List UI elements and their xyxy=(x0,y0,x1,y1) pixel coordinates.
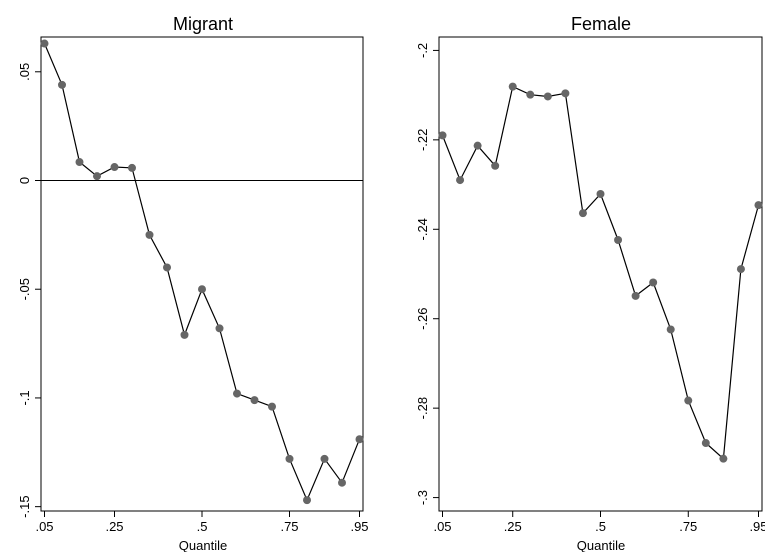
migrant-data-point xyxy=(338,478,346,487)
female-series-line xyxy=(441,85,760,460)
migrant-chart-title: Migrant xyxy=(173,14,233,34)
female-chart-title: Female xyxy=(571,14,631,34)
female-data-point xyxy=(754,201,763,210)
migrant-x-tick-label: .25 xyxy=(105,519,123,534)
female-y-tick-label: -.2 xyxy=(415,43,430,58)
female-y-tick-label: -.24 xyxy=(415,218,430,240)
migrant-y-tick-label: 0 xyxy=(17,177,32,184)
migrant-data-point xyxy=(110,163,119,172)
female-data-point xyxy=(596,189,605,198)
migrant-series-line xyxy=(43,43,361,502)
female-data-point xyxy=(614,236,623,245)
female-data-point xyxy=(508,82,517,91)
migrant-data-point xyxy=(180,330,189,339)
female-data-point xyxy=(631,291,640,300)
female-x-tick-label: .05 xyxy=(433,519,451,534)
migrant-y-tick-label: -.05 xyxy=(17,278,32,300)
migrant-y-tick-label: .05 xyxy=(17,63,32,81)
female-data-point xyxy=(438,131,447,140)
migrant-x-tick-label: .75 xyxy=(280,519,298,534)
female-data-point xyxy=(473,141,482,150)
female-y-tick-label: -.22 xyxy=(415,129,430,151)
migrant-data-point xyxy=(75,158,84,167)
migrant-data-point xyxy=(128,163,136,172)
migrant-plot-frame xyxy=(40,36,364,512)
female-data-point xyxy=(543,92,552,101)
female-data-point xyxy=(719,454,728,463)
female-data-point xyxy=(578,209,587,218)
migrant-data-point xyxy=(58,80,66,89)
female-y-tick-label: -.3 xyxy=(415,490,430,505)
migrant-data-point xyxy=(303,496,311,505)
migrant-y-tick-label: -.1 xyxy=(17,390,32,405)
migrant-data-point xyxy=(355,435,364,444)
female-x-axis-label: Quantile xyxy=(577,538,625,552)
migrant-data-point xyxy=(250,396,259,405)
migrant-x-axis-label: Quantile xyxy=(179,538,227,552)
migrant-x-tick-label: .5 xyxy=(197,519,208,534)
migrant-data-point xyxy=(93,172,101,181)
migrant-data-point xyxy=(233,389,241,398)
migrant-y-tick-label: -.15 xyxy=(17,495,32,517)
migrant-data-point xyxy=(40,39,49,48)
female-data-point xyxy=(684,396,693,405)
female-data-point xyxy=(526,90,535,99)
female-data-point xyxy=(736,265,745,274)
migrant-data-point xyxy=(215,324,224,333)
migrant-x-tick-label: .05 xyxy=(35,519,53,534)
migrant-data-point xyxy=(320,454,329,463)
female-data-point xyxy=(491,161,500,170)
female-data-point xyxy=(456,176,465,185)
female-data-point xyxy=(666,325,675,334)
female-y-tick-label: -.26 xyxy=(415,308,430,330)
female-y-tick-label: -.28 xyxy=(415,397,430,419)
female-data-point xyxy=(561,89,570,98)
migrant-panel: Migrant Quantile .05 .25 .5 .75 .95 .05 0 -.05 -… xyxy=(17,14,369,553)
migrant-x-tick-label: .95 xyxy=(350,519,368,534)
female-data-point xyxy=(701,439,710,448)
female-data-point xyxy=(649,278,658,287)
female-x-tick-label: .5 xyxy=(595,519,606,534)
female-x-tick-label: .75 xyxy=(679,519,697,534)
female-x-tick-label: .95 xyxy=(749,519,765,534)
migrant-data-point xyxy=(163,263,171,272)
migrant-data-point xyxy=(145,230,154,239)
migrant-data-point xyxy=(285,454,294,463)
migrant-data-point xyxy=(198,285,206,294)
female-x-tick-label: .25 xyxy=(504,519,522,534)
female-plot-frame xyxy=(438,36,763,512)
migrant-data-point xyxy=(268,402,276,411)
female-panel: Female Quantile .05 .25 .5 .75 .95 -.2 -.22 -.2… xyxy=(415,14,765,553)
